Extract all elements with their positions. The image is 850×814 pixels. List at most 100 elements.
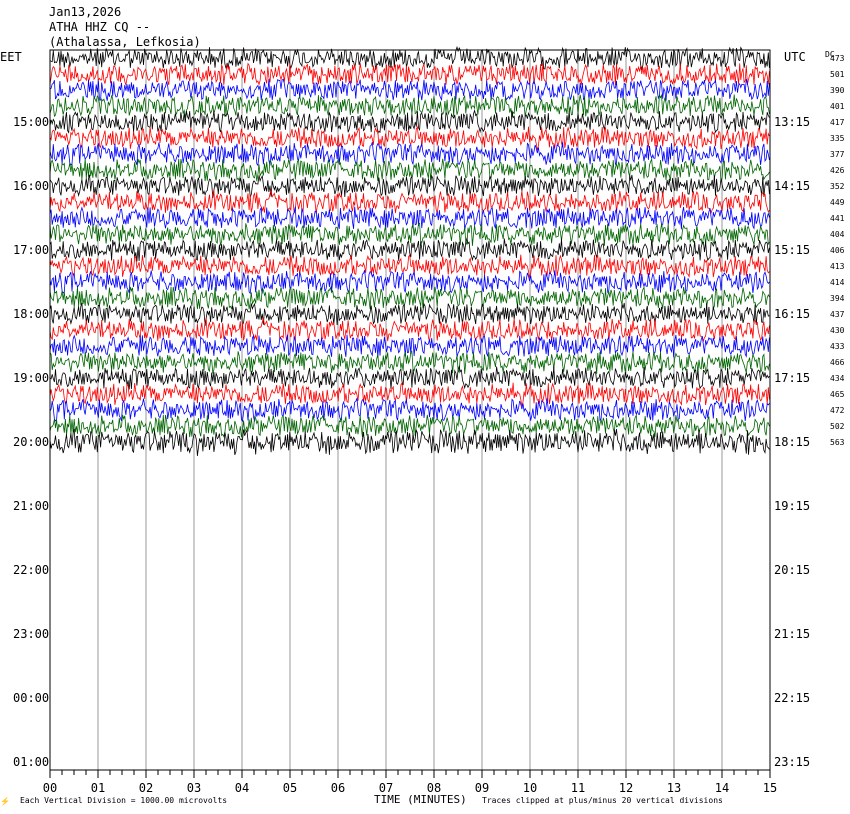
- scale-note: Each Vertical Division = 1000.00 microvo…: [20, 796, 227, 805]
- dc-offset-label: 404: [830, 230, 845, 239]
- trace-row: [49, 270, 770, 295]
- trace-row: [49, 381, 770, 407]
- trace-row: [49, 364, 770, 390]
- trace-row: [49, 398, 770, 423]
- dc-offset-label: 472: [830, 406, 845, 415]
- dc-offset-label: 377: [830, 150, 845, 159]
- trace-row: [49, 62, 770, 86]
- dc-offset-label: 335: [830, 134, 845, 143]
- left-hour-label: 21:00: [13, 499, 49, 513]
- dc-offset-label: 563: [830, 438, 845, 447]
- right-hour-label: 21:15: [774, 627, 810, 641]
- dc-offset-label: 414: [830, 278, 845, 287]
- trace-row: [49, 413, 770, 438]
- right-hour-labels: 13:15 14:15 15:15 16:15 17:15 18:15 19:15 20:15…: [774, 115, 810, 769]
- x-tick-label: 14: [715, 781, 729, 795]
- x-tick-label: 10: [523, 781, 537, 795]
- trace-row: [49, 45, 770, 71]
- dc-offset-label: 441: [830, 214, 845, 223]
- trace-row: [49, 157, 770, 182]
- right-hour-label: 14:15: [774, 179, 810, 193]
- left-hour-label: 23:00: [13, 627, 49, 641]
- right-hour-label: 23:15: [774, 755, 810, 769]
- right-hour-label: 20:15: [774, 563, 810, 577]
- x-tick-label: 12: [619, 781, 633, 795]
- dc-offset-label: 437: [830, 310, 845, 319]
- header-station: ATHA HHZ CQ --: [49, 20, 150, 34]
- right-hour-label: 19:15: [774, 499, 810, 513]
- dc-offset-label: 394: [830, 294, 845, 303]
- right-hour-label: 13:15: [774, 115, 810, 129]
- x-tick-label: 02: [139, 781, 153, 795]
- x-tick-label: 04: [235, 781, 249, 795]
- left-hour-label: 22:00: [13, 563, 49, 577]
- x-axis-title: TIME (MINUTES): [374, 793, 467, 806]
- seismic-traces: [49, 45, 770, 456]
- dc-offset-label: 501: [830, 70, 845, 79]
- right-timezone-label: UTC: [784, 50, 806, 64]
- dc-offset-label: 352: [830, 182, 845, 191]
- left-hour-label: 19:00: [13, 371, 49, 385]
- x-axis: 00 01 02 03 04 05 06 07 08 09 10 11 12 13 14 15: [43, 770, 777, 795]
- header-date: Jan13,2026: [49, 5, 121, 19]
- right-hour-label: 17:15: [774, 371, 810, 385]
- trace-row: [49, 428, 770, 456]
- dc-offset-label: 465: [830, 390, 845, 399]
- dc-offset-labels: 473 501 390 401 417 335 377 426 352 449 441 404 406 4…: [830, 54, 845, 447]
- trace-row: [49, 108, 770, 135]
- left-hour-label: 18:00: [13, 307, 49, 321]
- dc-header-label: DC: [825, 50, 835, 59]
- right-hour-label: 22:15: [774, 691, 810, 705]
- x-tick-label: 09: [475, 781, 489, 795]
- right-hour-label: 16:15: [774, 307, 810, 321]
- left-hour-label: 15:00: [13, 115, 49, 129]
- dc-offset-label: 433: [830, 342, 845, 351]
- dc-offset-label: 502: [830, 422, 845, 431]
- x-tick-label: 08: [427, 781, 441, 795]
- trace-row: [49, 78, 770, 102]
- corner-mark: ⚡: [0, 796, 10, 806]
- trace-row: [49, 190, 770, 215]
- x-tick-label: 00: [43, 781, 57, 795]
- trace-row: [49, 206, 770, 230]
- left-hour-label: 16:00: [13, 179, 49, 193]
- left-hour-labels: 15:00 16:00 17:00 18:00 19:00 20:00 21:00 22:00…: [13, 115, 49, 769]
- dc-offset-label: 430: [830, 326, 845, 335]
- header-location: (Athalassa, Lefkosia): [49, 35, 201, 49]
- left-hour-label: 01:00: [13, 755, 49, 769]
- dc-offset-label: 417: [830, 118, 845, 127]
- left-hour-label: 17:00: [13, 243, 49, 257]
- trace-row: [49, 318, 770, 343]
- x-tick-label: 05: [283, 781, 297, 795]
- x-tick-label: 03: [187, 781, 201, 795]
- dc-offset-label: 473: [830, 54, 845, 63]
- trace-row: [49, 222, 770, 246]
- clip-note: Traces clipped at plus/minus 20 vertical…: [482, 796, 723, 805]
- left-timezone-label: EET: [0, 50, 22, 64]
- left-hour-label: 00:00: [13, 691, 49, 705]
- x-tick-label: 06: [331, 781, 345, 795]
- dc-offset-label: 413: [830, 262, 845, 271]
- left-hour-label: 20:00: [13, 435, 49, 449]
- trace-row: [49, 174, 770, 198]
- trace-row: [49, 125, 770, 151]
- x-tick-label: 13: [667, 781, 681, 795]
- dc-offset-label: 449: [830, 198, 845, 207]
- trace-row: [49, 236, 770, 262]
- x-tick-label: 15: [763, 781, 777, 795]
- x-tick-label: 11: [571, 781, 585, 795]
- dc-offset-label: 406: [830, 246, 845, 255]
- trace-row: [49, 142, 770, 167]
- trace-row: [49, 350, 770, 374]
- x-tick-label: 07: [379, 781, 393, 795]
- dc-offset-label: 390: [830, 86, 845, 95]
- dc-offset-label: 401: [830, 102, 845, 111]
- trace-row: [49, 93, 770, 118]
- trace-row: [49, 285, 770, 310]
- minute-grid: [97, 50, 723, 770]
- x-tick-label: 01: [91, 781, 105, 795]
- dc-offset-label: 466: [830, 358, 845, 367]
- trace-row: [49, 302, 770, 326]
- right-hour-label: 18:15: [774, 435, 810, 449]
